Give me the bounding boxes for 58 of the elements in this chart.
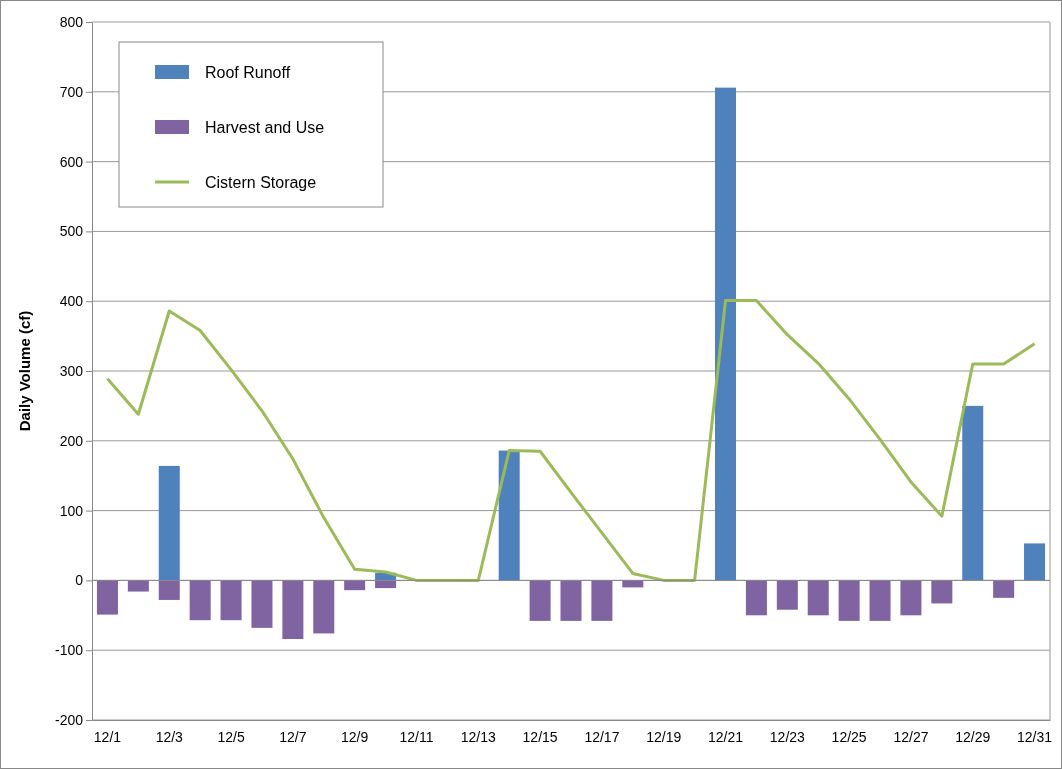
bar <box>158 465 180 581</box>
bar <box>96 580 118 615</box>
bar <box>375 580 397 589</box>
bar <box>560 580 582 621</box>
x-tick-label: 12/21 <box>707 728 744 745</box>
bar <box>344 580 366 591</box>
bar <box>745 580 767 616</box>
x-tick-label: 12/19 <box>646 728 682 745</box>
bar <box>869 580 891 621</box>
x-tick-label: 12/25 <box>831 728 867 745</box>
bar <box>591 580 613 621</box>
legend-label: Harvest and Use <box>205 119 325 136</box>
x-tick-label: 12/23 <box>769 728 806 745</box>
bar <box>529 580 551 621</box>
y-tick-label: 800 <box>59 13 84 30</box>
bar <box>127 580 149 592</box>
bar <box>158 580 180 600</box>
bar <box>498 450 520 581</box>
y-tick-label: 0 <box>75 572 84 589</box>
y-tick-label: 600 <box>59 153 84 170</box>
line-series <box>105 299 1037 582</box>
x-tick-label: 12/3 <box>155 728 184 745</box>
y-tick-label: -100 <box>54 642 84 659</box>
x-tick-label: 12/15 <box>522 728 558 745</box>
x-tick-label: 12/9 <box>341 728 369 745</box>
bar <box>931 580 953 604</box>
legend-label: Roof Runoff <box>205 64 291 81</box>
y-tick-label: -200 <box>54 711 84 728</box>
bar <box>838 580 860 621</box>
x-tick-label: 12/13 <box>460 728 497 745</box>
bar <box>715 87 737 581</box>
y-tick-label: 200 <box>59 432 84 449</box>
x-tick-label: 12/11 <box>399 728 434 745</box>
bar <box>900 580 922 616</box>
y-tick-label: 500 <box>59 223 84 240</box>
x-tick-label: 12/27 <box>893 728 929 745</box>
bar <box>776 580 798 610</box>
bar <box>282 580 304 640</box>
bar <box>993 580 1015 598</box>
bar <box>251 580 273 628</box>
x-tick-label: 12/17 <box>584 728 620 745</box>
x-tick-label: 12/7 <box>279 728 307 745</box>
y-tick-label: 700 <box>59 83 84 100</box>
y-tick-label: 100 <box>59 502 84 519</box>
x-tick-label: 12/31 <box>1017 728 1053 745</box>
bar <box>220 580 242 621</box>
bar <box>189 580 211 621</box>
bar <box>1024 543 1046 581</box>
bar <box>313 580 335 634</box>
y-tick-label: 400 <box>59 293 84 310</box>
y-tick-label: 300 <box>59 362 84 379</box>
x-tick-label: 12/5 <box>217 728 245 745</box>
y-axis-title: Daily Volume (cf) <box>16 310 33 432</box>
x-tick-label: 12/1 <box>93 728 122 745</box>
bar <box>807 580 829 616</box>
legend-label: Cistern Storage <box>205 174 317 191</box>
x-tick-label: 12/29 <box>955 728 991 745</box>
bar <box>962 405 984 581</box>
